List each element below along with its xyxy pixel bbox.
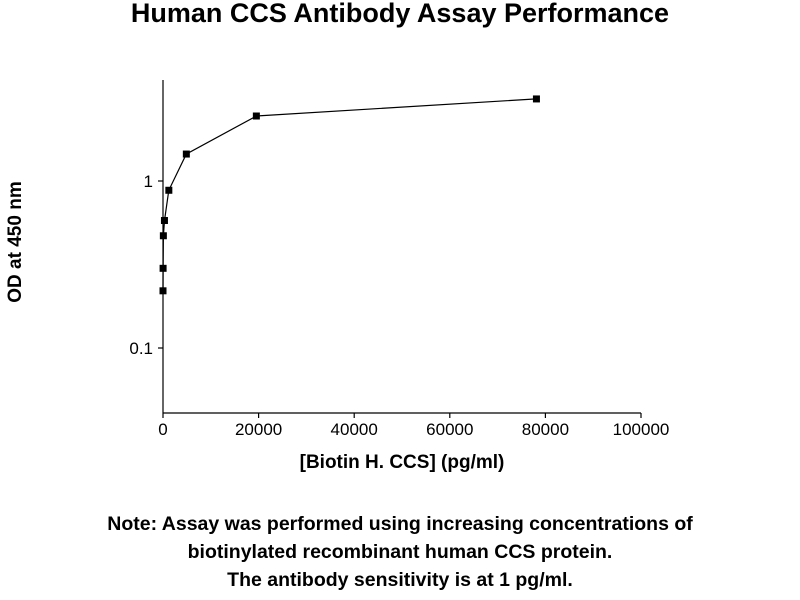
footnote: Note: Assay was performed using increasi… <box>0 510 800 594</box>
x-tick-label: 20000 <box>235 420 282 439</box>
chart-axes: 0 20000 40000 60000 80000 100000 0.1 1 <box>129 80 669 439</box>
x-tick-label: 40000 <box>331 420 378 439</box>
x-tick-label: 80000 <box>522 420 569 439</box>
data-point <box>159 264 167 272</box>
data-point <box>252 112 260 120</box>
data-point <box>160 217 168 225</box>
series-line <box>162 98 537 291</box>
footnote-line-2: biotinylated recombinant human CCS prote… <box>187 541 613 563</box>
x-axis-label: [Biotin H. CCS] (pg/ml) <box>299 452 505 473</box>
data-point <box>159 232 167 240</box>
footnote-line-1: Note: Assay was performed using increasi… <box>107 513 693 535</box>
data-point <box>532 95 540 103</box>
y-tick-label: 0.1 <box>129 339 153 358</box>
footnote-line-3: The antibody sensitivity is at 1 pg/ml. <box>227 569 573 591</box>
y-axis-label: OD at 450 nm <box>5 181 26 302</box>
data-point <box>182 150 190 158</box>
data-point <box>165 186 173 194</box>
x-tick-label: 0 <box>158 420 167 439</box>
x-tick-label: 60000 <box>426 420 473 439</box>
chart-series <box>159 95 540 295</box>
y-tick-label: 1 <box>144 172 153 191</box>
x-tick-label: 100000 <box>613 420 670 439</box>
data-point <box>159 287 167 295</box>
chart-title: Human CCS Antibody Assay Performance <box>130 0 670 28</box>
